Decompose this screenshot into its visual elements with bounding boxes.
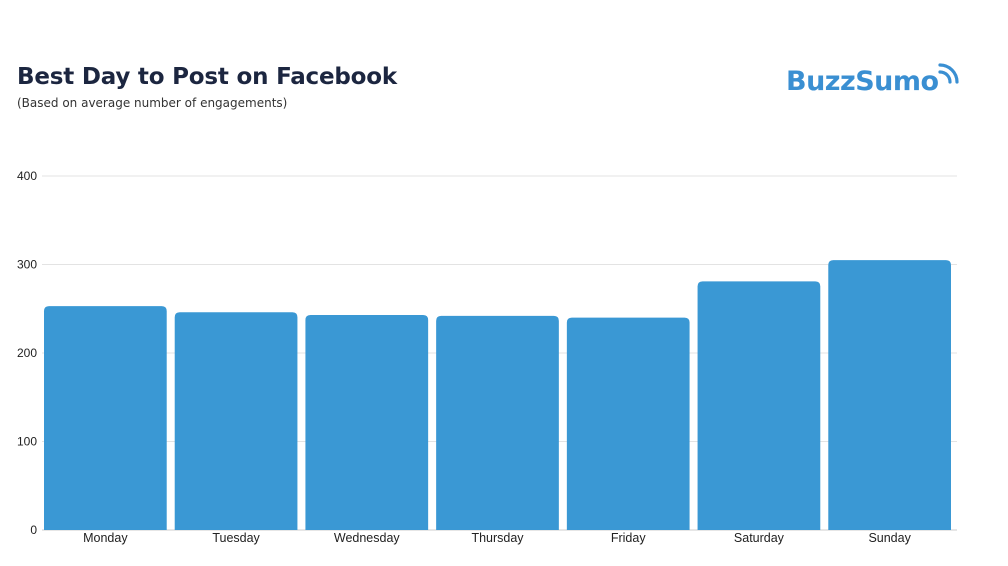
bars bbox=[44, 260, 951, 530]
x-tick-label: Tuesday bbox=[212, 531, 260, 545]
y-axis-ticks: 0 100 200 300 400 bbox=[17, 169, 37, 537]
bar-monday bbox=[44, 306, 167, 530]
x-tick-label: Saturday bbox=[734, 531, 785, 545]
x-tick-label: Thursday bbox=[471, 531, 524, 545]
x-tick-label: Wednesday bbox=[334, 531, 401, 545]
buzzsumo-logo: BuzzSumo bbox=[786, 60, 968, 104]
bar-thursday bbox=[436, 315, 559, 530]
y-tick-label: 200 bbox=[17, 346, 37, 360]
y-tick-label: 0 bbox=[30, 523, 37, 537]
bar-friday bbox=[566, 317, 690, 530]
chart-subtitle: (Based on average number of engagements) bbox=[17, 96, 288, 110]
signal-waves-icon bbox=[938, 63, 959, 84]
chart-title: Best Day to Post on Facebook bbox=[17, 64, 397, 90]
bar-wednesday bbox=[305, 314, 429, 530]
logo-text: BuzzSumo bbox=[786, 66, 939, 97]
y-tick-label: 400 bbox=[17, 169, 37, 183]
x-tick-label: Monday bbox=[83, 531, 128, 545]
x-axis-ticks: Monday Tuesday Wednesday Thursday Friday Satu… bbox=[83, 531, 911, 545]
bar-sunday bbox=[828, 260, 951, 530]
y-tick-label: 300 bbox=[17, 258, 37, 272]
bar-tuesday bbox=[174, 312, 298, 530]
y-tick-label: 100 bbox=[17, 435, 37, 449]
bar-saturday bbox=[697, 281, 821, 530]
x-tick-label: Friday bbox=[611, 531, 646, 545]
x-tick-label: Sunday bbox=[868, 531, 911, 545]
